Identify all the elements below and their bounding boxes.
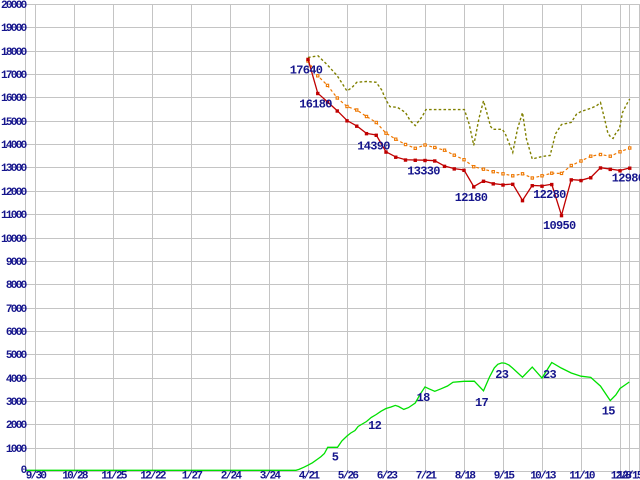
svg-text:12/8: 12/8 — [611, 471, 633, 480]
svg-text:1000: 1000 — [6, 444, 27, 456]
svg-text:2000: 2000 — [6, 420, 27, 432]
svg-text:7/21: 7/21 — [416, 471, 438, 480]
svg-text:12/15: 12/15 — [617, 471, 640, 480]
svg-text:16000: 16000 — [1, 93, 27, 105]
svg-text:5/26: 5/26 — [338, 471, 359, 480]
svg-text:9000: 9000 — [6, 257, 27, 269]
svg-text:9/15: 9/15 — [494, 471, 516, 480]
svg-text:10/13: 10/13 — [530, 471, 557, 480]
svg-text:3000: 3000 — [6, 397, 27, 409]
svg-text:18: 18 — [417, 391, 431, 405]
svg-text:5: 5 — [332, 450, 339, 464]
svg-text:0: 0 — [21, 465, 27, 477]
svg-text:16180: 16180 — [299, 98, 332, 112]
svg-text:12980: 12980 — [612, 172, 640, 186]
svg-text:18000: 18000 — [1, 47, 27, 59]
svg-text:15: 15 — [602, 405, 616, 419]
svg-text:2/24: 2/24 — [221, 471, 243, 480]
svg-text:14000: 14000 — [1, 140, 27, 152]
svg-text:12: 12 — [368, 419, 382, 433]
svg-text:17: 17 — [475, 396, 489, 410]
svg-text:3/24: 3/24 — [260, 471, 282, 480]
svg-text:13330: 13330 — [407, 164, 440, 178]
svg-text:17640: 17640 — [290, 64, 323, 78]
svg-text:5000: 5000 — [6, 350, 27, 362]
svg-text:19000: 19000 — [1, 23, 27, 35]
svg-text:7000: 7000 — [6, 304, 27, 316]
svg-text:11000: 11000 — [1, 210, 27, 222]
svg-text:12180: 12180 — [455, 191, 488, 205]
svg-text:4/21: 4/21 — [299, 471, 321, 480]
svg-text:23: 23 — [543, 368, 557, 382]
svg-text:10/28: 10/28 — [62, 471, 89, 480]
svg-text:12280: 12280 — [533, 188, 566, 202]
svg-text:6/23: 6/23 — [377, 471, 399, 480]
svg-text:11/25: 11/25 — [101, 471, 128, 480]
svg-text:20000: 20000 — [1, 0, 27, 12]
svg-text:12000: 12000 — [1, 187, 27, 199]
svg-text:6000: 6000 — [6, 327, 27, 339]
svg-text:15000: 15000 — [1, 117, 27, 129]
svg-text:12/22: 12/22 — [140, 471, 166, 480]
svg-text:11/10: 11/10 — [569, 471, 595, 480]
svg-text:4000: 4000 — [6, 374, 27, 386]
svg-text:10950: 10950 — [543, 219, 576, 233]
svg-text:14390: 14390 — [357, 140, 390, 154]
svg-text:1/27: 1/27 — [182, 471, 203, 480]
svg-text:8/18: 8/18 — [455, 471, 477, 480]
svg-text:17000: 17000 — [1, 70, 27, 82]
svg-text:9/30: 9/30 — [26, 471, 47, 480]
svg-text:8000: 8000 — [6, 280, 27, 292]
svg-text:10000: 10000 — [1, 234, 27, 246]
svg-text:13000: 13000 — [1, 163, 27, 175]
svg-text:23: 23 — [495, 368, 509, 382]
